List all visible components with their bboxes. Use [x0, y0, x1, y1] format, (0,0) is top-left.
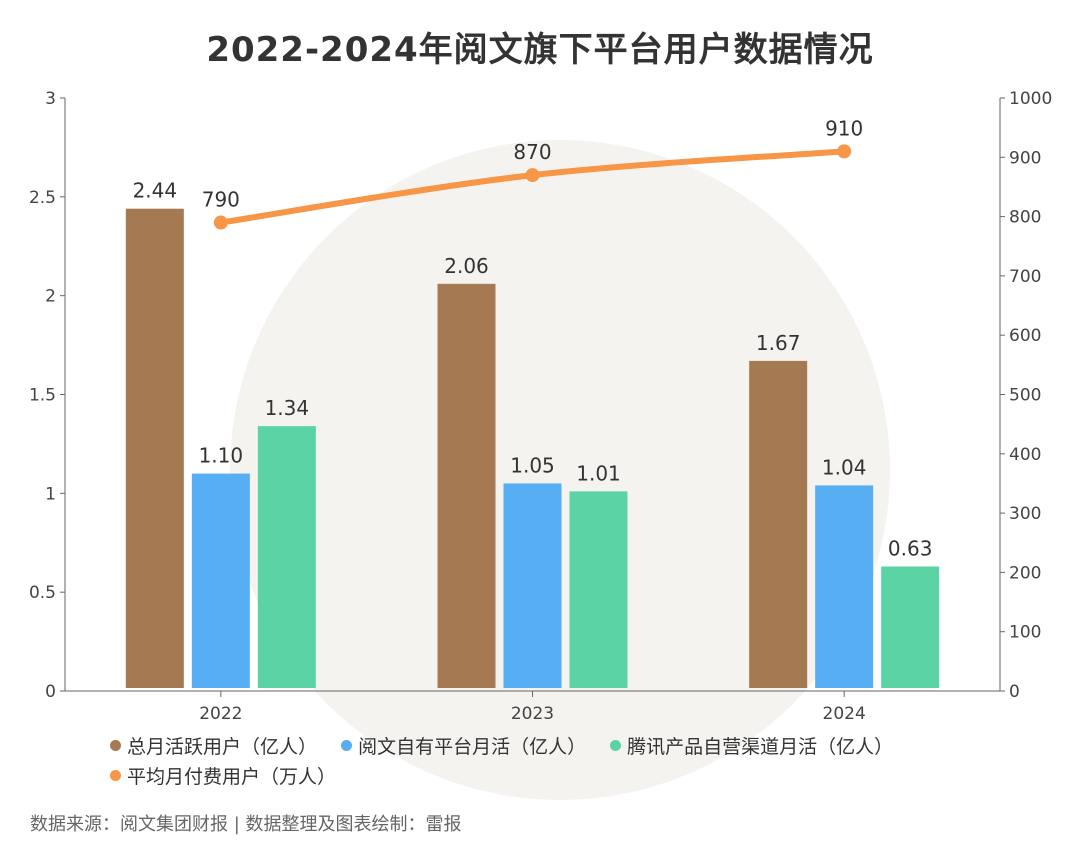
- source-note: 数据来源：阅文集团财报 | 数据整理及图表绘制：雷报: [30, 814, 462, 835]
- legend-label-total-mau: 总月活跃用户（亿人）: [127, 736, 318, 758]
- legend-label-own-platform: 阅文自有平台月活（亿人）: [358, 736, 587, 758]
- bar-2-2023: [503, 483, 562, 688]
- x-tick-label: 2023: [511, 704, 554, 724]
- bar-value-label: 1.04: [822, 455, 867, 479]
- y-tick-label-right: 300: [1009, 504, 1041, 524]
- background-watermark-circle: [230, 140, 890, 800]
- paying-users-point-2023: [525, 168, 540, 183]
- y-tick-label-right: 700: [1009, 267, 1041, 287]
- legend-marker-paying: [110, 770, 121, 781]
- y-tick-label-right: 500: [1009, 386, 1041, 406]
- legend-marker-tencent: [610, 740, 622, 751]
- chart-legend: 总月活跃用户（亿人） 阅文自有平台月活（亿人） 腾讯产品自营渠道月活（亿人） 平…: [110, 732, 990, 792]
- y-tick-label-left: 1: [45, 484, 56, 504]
- line-value-label: 790: [202, 188, 240, 212]
- y-tick-label-left: 2.5: [29, 188, 56, 208]
- line-value-label: 910: [825, 116, 863, 140]
- bar-value-label: 1.67: [756, 331, 801, 355]
- bar-1-2022: [125, 208, 184, 688]
- chart-title: 2022-2024年阅文旗下平台用户数据情况: [206, 30, 874, 70]
- y-tick-label-right: 100: [1009, 623, 1041, 643]
- y-tick-label-right: 200: [1009, 563, 1041, 583]
- bar-3-2022: [257, 426, 316, 688]
- y-tick-label-left: 0: [45, 682, 56, 702]
- legend-marker-own-platform: [341, 740, 353, 751]
- legend-item-own-platform: 阅文自有平台月活（亿人）: [341, 732, 586, 762]
- bar-value-label: 0.63: [888, 536, 933, 560]
- x-tick-label: 2024: [823, 704, 866, 724]
- legend-item-total-mau: 总月活跃用户（亿人）: [110, 732, 317, 762]
- bar-value-label: 1.05: [510, 453, 555, 477]
- bar-3-2023: [569, 491, 628, 688]
- legend-label-paying: 平均月付费用户（万人）: [127, 766, 337, 788]
- legend-marker-total-mau: [110, 740, 121, 751]
- y-tick-label-left: 2: [45, 287, 56, 307]
- legend-item-paying: 平均月付费用户（万人）: [110, 762, 336, 792]
- line-value-label: 870: [513, 140, 551, 164]
- bar-value-label: 2.44: [133, 179, 178, 203]
- bar-3-2024: [881, 566, 940, 688]
- bar-1-2024: [749, 360, 808, 688]
- x-tick-label: 2022: [199, 704, 242, 724]
- bar-2-2024: [815, 485, 874, 688]
- y-tick-label-right: 1000: [1009, 89, 1052, 109]
- y-tick-label-right: 600: [1009, 326, 1041, 346]
- y-tick-label-left: 3: [45, 89, 56, 109]
- y-tick-label-right: 900: [1009, 148, 1041, 168]
- paying-users-point-2024: [837, 144, 852, 159]
- bar-value-label: 1.10: [199, 444, 244, 468]
- bar-value-label: 1.34: [265, 396, 310, 420]
- y-tick-label-left: 0.5: [29, 583, 56, 603]
- bar-value-label: 2.06: [444, 254, 489, 278]
- paying-users-point-2022: [213, 215, 228, 230]
- y-tick-label-right: 800: [1009, 208, 1041, 228]
- legend-item-tencent: 腾讯产品自营渠道月活（亿人）: [610, 732, 893, 762]
- y-tick-label-right: 400: [1009, 445, 1041, 465]
- y-tick-label-right: 0: [1009, 682, 1020, 702]
- bar-value-label: 1.01: [576, 461, 621, 485]
- bar-1-2023: [437, 283, 496, 688]
- bar-2-2022: [191, 473, 250, 688]
- y-tick-label-left: 1.5: [29, 386, 56, 406]
- legend-label-tencent: 腾讯产品自营渠道月活（亿人）: [627, 736, 894, 758]
